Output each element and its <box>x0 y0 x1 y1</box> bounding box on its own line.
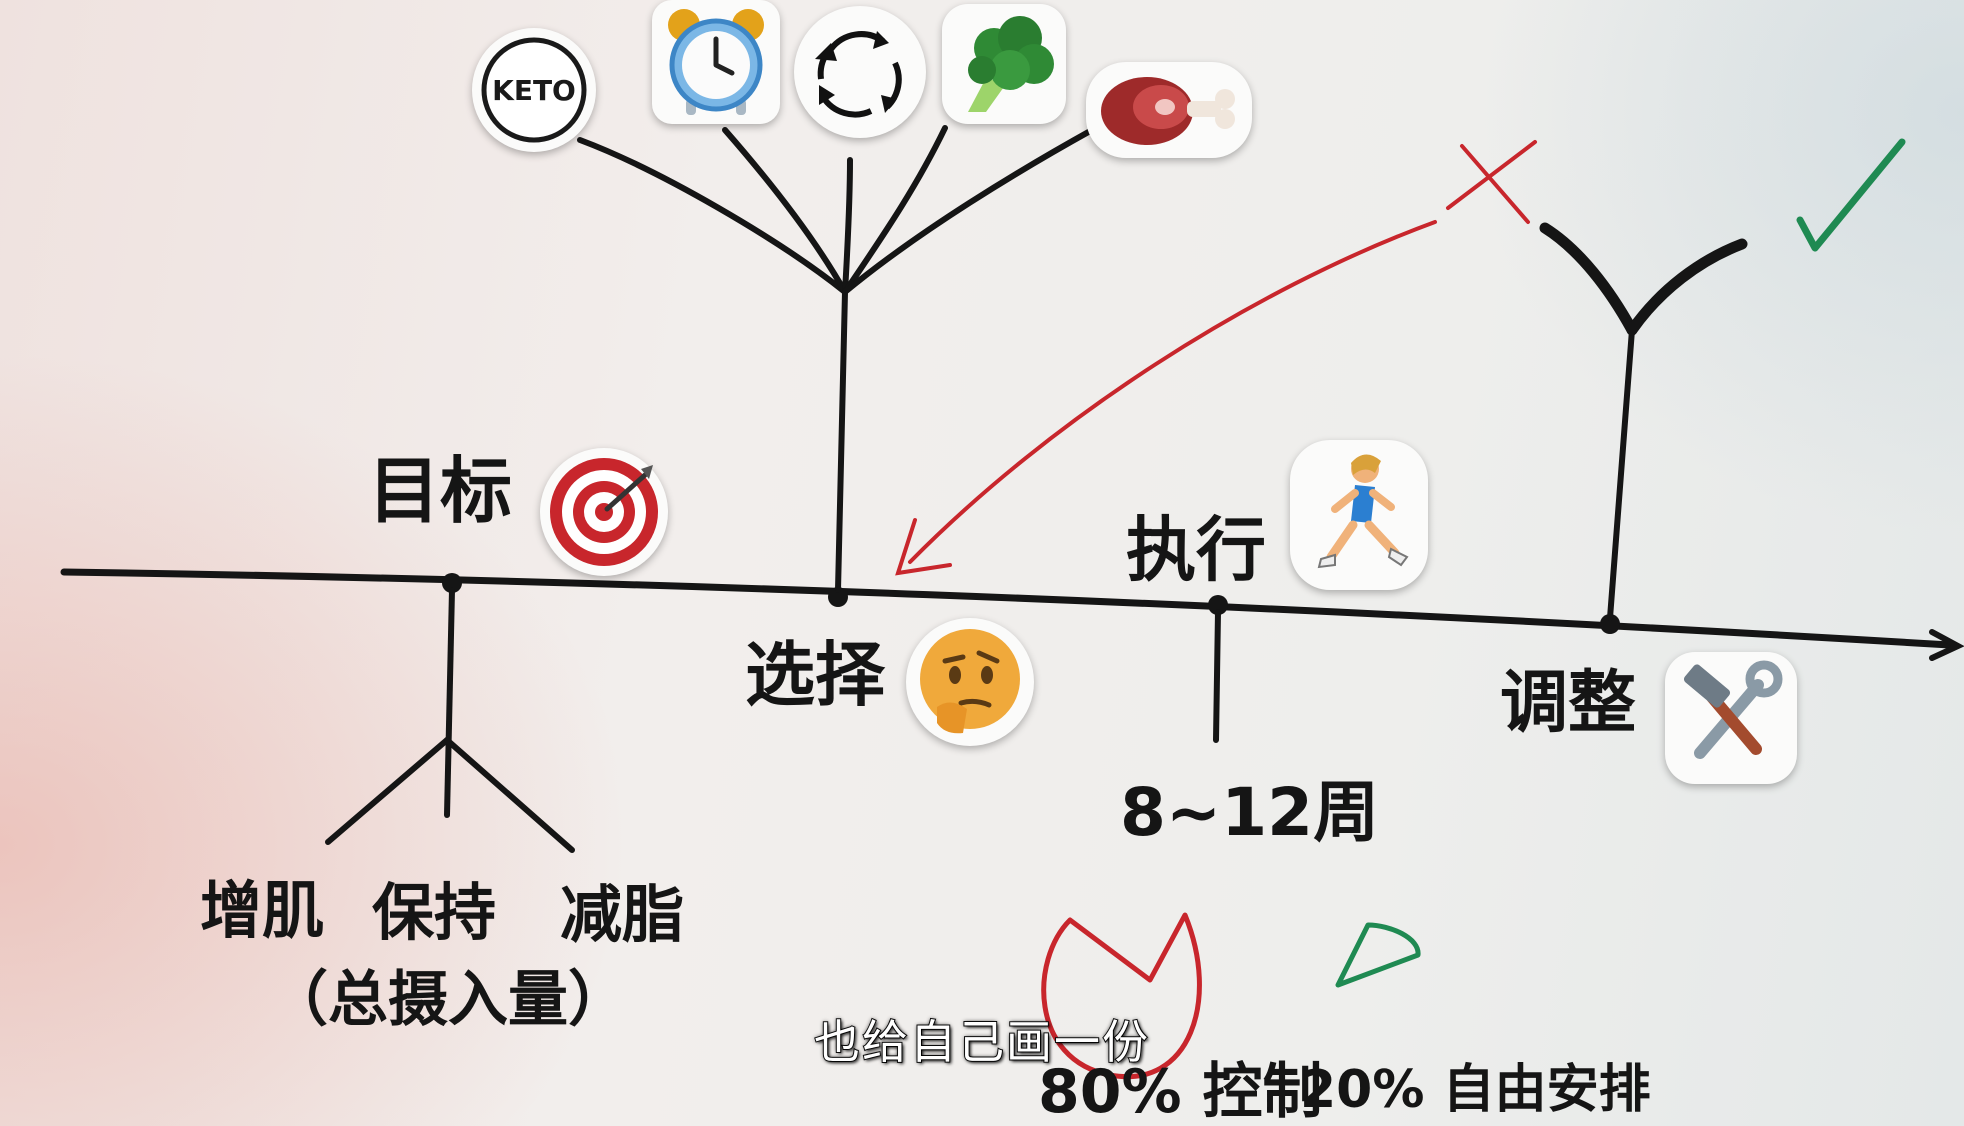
goal-stem <box>444 587 455 818</box>
target-icon <box>540 448 668 576</box>
choice-fan-3 <box>842 157 853 295</box>
green-slice-sketch <box>1335 922 1421 988</box>
goal-branch-fat-loss: 减脂 <box>560 878 685 951</box>
execute-node-dot <box>1208 595 1228 615</box>
choice-fan-1 <box>577 137 848 295</box>
adjust-label: 调整 <box>1500 664 1637 743</box>
red-pie-sketch <box>1041 912 1202 1080</box>
goal-branch-right <box>444 737 575 853</box>
goal-branch-muscle-gain: 增肌 <box>200 874 325 947</box>
keto-label: KETO <box>492 74 576 107</box>
adjust-node-dot <box>1600 614 1620 634</box>
alarm-clock-icon <box>652 0 780 124</box>
goal-node-dot <box>442 573 462 593</box>
runner-icon <box>1290 440 1428 590</box>
choice-stem <box>835 289 848 593</box>
meat-icon <box>1086 62 1252 158</box>
check-mark-icon <box>1796 138 1906 252</box>
feedback-arrow <box>908 220 1437 564</box>
goal-total-intake-note: （总摄入量） <box>268 965 628 1035</box>
goal-branch-maintain: 保持 <box>372 876 497 949</box>
keto-badge-icon: KETO <box>472 28 596 152</box>
adjust-y-left <box>1539 222 1638 336</box>
adjust-stem <box>1607 327 1635 621</box>
feedback-arrowhead <box>895 518 952 576</box>
choice-fan-5 <box>842 127 1095 295</box>
timeline-arrowhead <box>1929 629 1964 661</box>
cycle-arrows-icon <box>794 6 926 138</box>
split-control-note: 80% 控制 <box>1038 1057 1323 1126</box>
video-subtitle: 也给自己画一份 <box>813 1014 1150 1070</box>
goal-branch-left <box>325 737 450 845</box>
choice-fan-4 <box>842 125 948 295</box>
adjust-y-right <box>1626 238 1748 336</box>
duration-label: 8~12周 <box>1120 774 1380 851</box>
execute-label: 执行 <box>1126 509 1266 591</box>
split-free-note: 20% 自由安排 <box>1300 1060 1651 1120</box>
hammer-wrench-icon <box>1665 652 1797 784</box>
choice-label: 选择 <box>745 634 885 716</box>
thinking-face-icon <box>906 618 1034 746</box>
goal-label: 目标 <box>368 449 513 533</box>
broccoli-icon <box>942 4 1066 124</box>
execute-stem <box>1213 609 1221 743</box>
choice-fan-2 <box>722 127 848 295</box>
choice-node-dot <box>828 587 848 607</box>
cross-mark-icon <box>1446 140 1537 224</box>
